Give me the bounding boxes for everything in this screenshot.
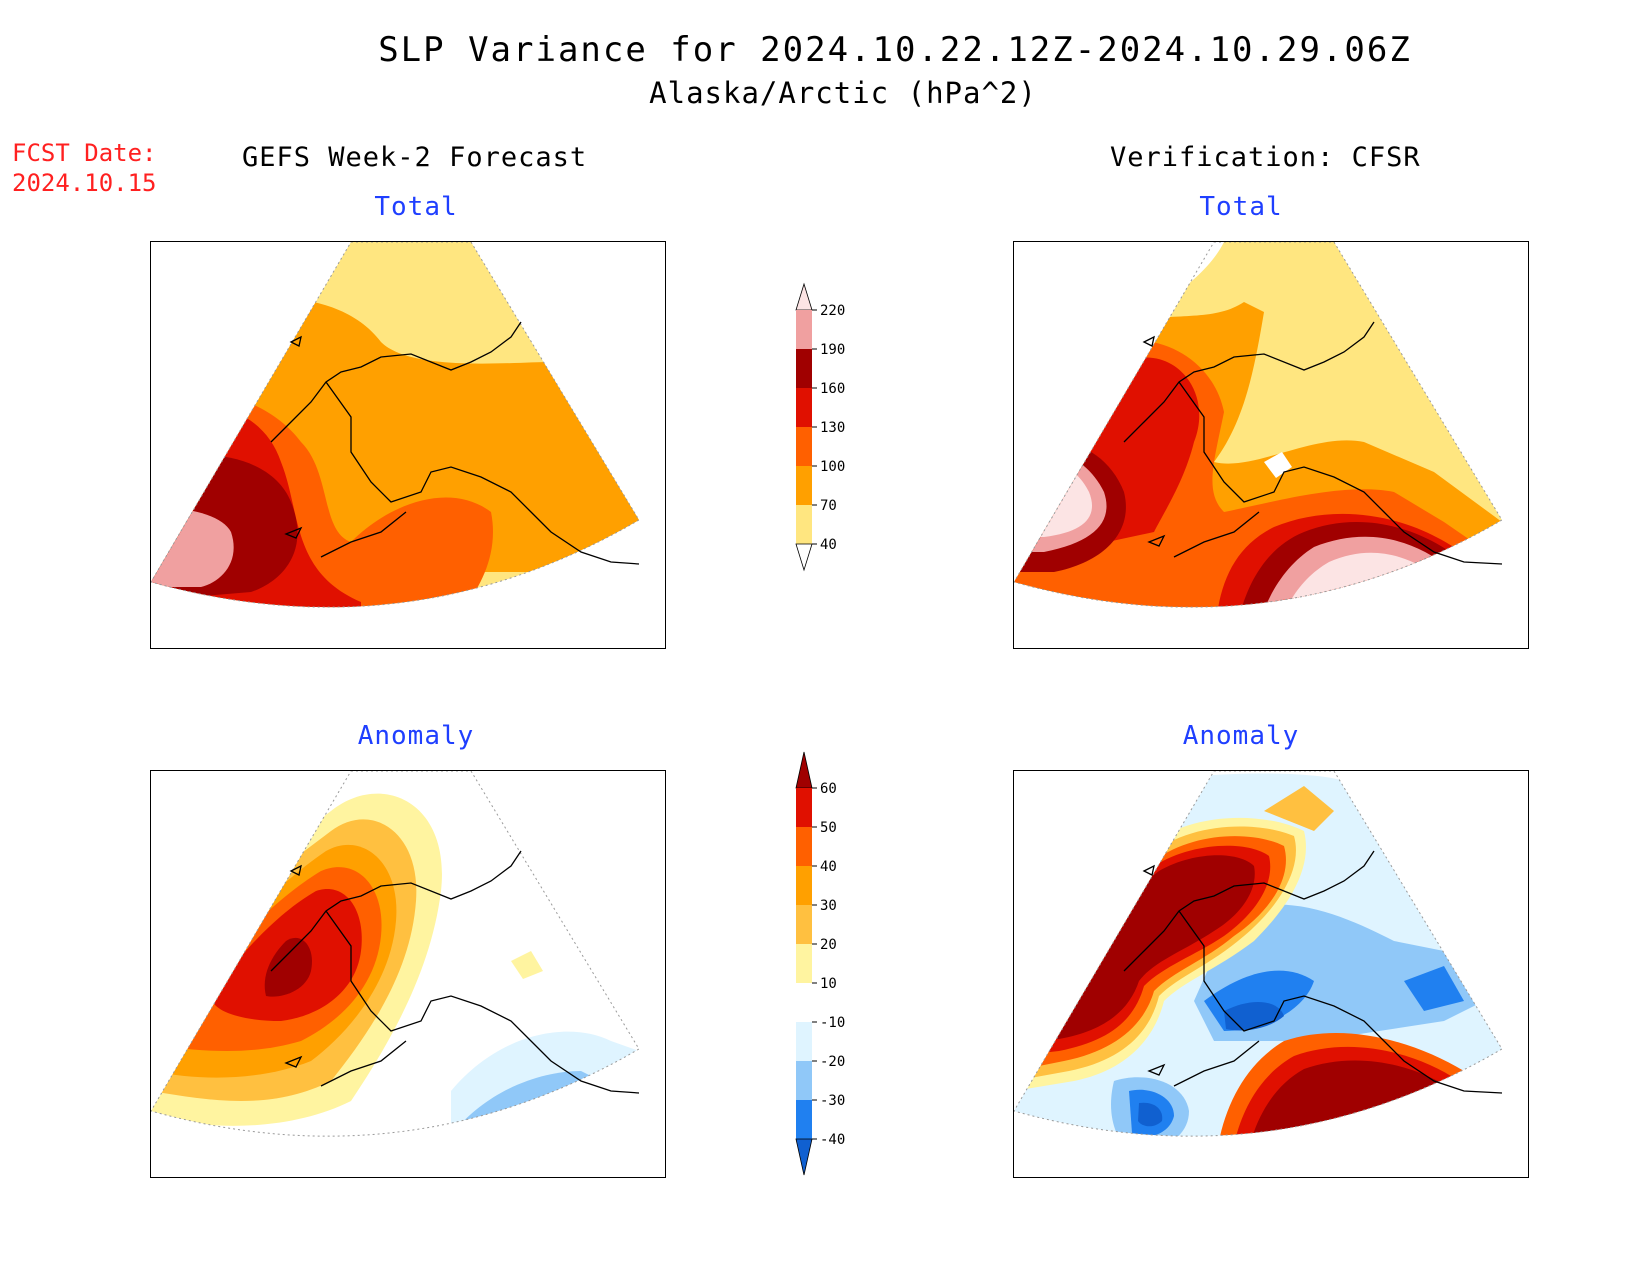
main-subtitle: Alaska/Arctic (hPa^2): [649, 76, 1037, 110]
total-colorbar-label: 160: [820, 381, 845, 397]
verification-total-title: Total: [1199, 192, 1283, 222]
anomaly-colorbar-swatch: [796, 905, 812, 944]
right-column-title: Verification: CFSR: [1110, 142, 1421, 173]
total-colorbar-top-tip: [795, 282, 813, 311]
total-colorbar-label: 70: [820, 498, 837, 514]
anomaly-colorbar-swatch: [796, 788, 812, 827]
anomaly-colorbar-swatch: [796, 983, 812, 1022]
anomaly-colorbar-top-tip: [795, 751, 813, 789]
anomaly-colorbar-swatch: [796, 1022, 812, 1061]
anomaly-colorbar-label: -10: [820, 1015, 845, 1031]
total-colorbar-swatch: [796, 505, 812, 544]
anomaly-colorbar-swatch: [796, 1100, 812, 1139]
total-colorbar-swatch: [796, 310, 812, 349]
total-colorbar-label: 190: [820, 342, 845, 358]
total-colorbar-label: 130: [820, 420, 845, 436]
fcst-date: FCST Date: 2024.10.15: [12, 138, 157, 198]
anomaly-colorbar-label: 10: [820, 976, 837, 992]
forecast-total-map: [150, 241, 666, 649]
anomaly-colorbar-swatch: [796, 944, 812, 983]
anomaly-colorbar-label: -20: [820, 1054, 845, 1070]
total-colorbar-label: 40: [820, 537, 837, 553]
fcst-date-label: FCST Date:: [12, 139, 157, 167]
forecast-anomaly-title: Anomaly: [357, 721, 475, 751]
anomaly-colorbar-label: 50: [820, 820, 837, 836]
total-colorbar: 40 70 100 130 160 190 220: [790, 282, 870, 616]
total-colorbar-swatch: [796, 388, 812, 427]
anomaly-colorbar-swatch: [796, 827, 812, 866]
anomaly-colorbar-label: -40: [820, 1132, 845, 1148]
verification-anomaly-map: [1013, 770, 1529, 1178]
fcst-date-value: 2024.10.15: [12, 169, 157, 197]
total-colorbar-bottom-tip: [795, 543, 813, 572]
anomaly-colorbar-swatch: [796, 1061, 812, 1100]
anomaly-colorbar-bottom-tip: [795, 1138, 813, 1176]
total-colorbar-label: 100: [820, 459, 845, 475]
left-column-title: GEFS Week-2 Forecast: [242, 142, 588, 173]
verification-anomaly-title: Anomaly: [1182, 721, 1300, 751]
total-colorbar-label: 220: [820, 303, 845, 319]
anomaly-colorbar-label: 60: [820, 781, 837, 797]
anomaly-colorbar: -40 -30 -20 -10 10 20 30 40 50 60: [790, 750, 870, 1214]
anomaly-colorbar-label: -30: [820, 1093, 845, 1109]
verification-total-map: [1013, 241, 1529, 649]
total-colorbar-swatch: [796, 427, 812, 466]
forecast-total-title: Total: [374, 192, 458, 222]
total-colorbar-swatch: [796, 349, 812, 388]
forecast-anomaly-map: [150, 770, 666, 1178]
anomaly-colorbar-label: 30: [820, 898, 837, 914]
anomaly-colorbar-label: 40: [820, 859, 837, 875]
anomaly-colorbar-swatch: [796, 866, 812, 905]
total-colorbar-swatch: [796, 466, 812, 505]
anomaly-colorbar-label: 20: [820, 937, 837, 953]
main-title: SLP Variance for 2024.10.22.12Z-2024.10.…: [378, 30, 1412, 70]
